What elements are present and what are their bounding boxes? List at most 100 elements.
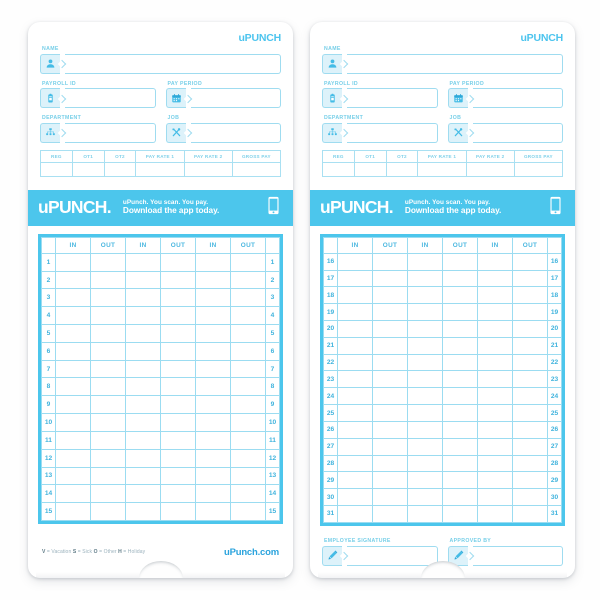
punch-cell[interactable] <box>55 430 91 450</box>
punch-cell[interactable] <box>230 288 266 308</box>
punch-cell[interactable] <box>337 303 373 322</box>
punch-cell[interactable] <box>407 488 443 506</box>
punch-cell[interactable] <box>337 320 373 338</box>
punch-cell[interactable] <box>407 320 443 338</box>
punch-cell[interactable] <box>442 488 478 506</box>
punch-cell[interactable] <box>407 303 443 322</box>
punch-cell[interactable] <box>160 377 196 397</box>
punch-cell[interactable] <box>442 269 478 288</box>
punch-cell[interactable] <box>477 252 513 271</box>
payroll-id-input-back[interactable] <box>347 88 438 108</box>
payroll-id-input[interactable] <box>65 88 156 108</box>
pay-summary-cell[interactable] <box>465 161 515 177</box>
punch-cell[interactable] <box>512 336 548 355</box>
punch-cell[interactable] <box>55 270 91 290</box>
punch-cell[interactable] <box>125 413 161 432</box>
pay-summary-cell[interactable] <box>417 161 467 177</box>
punch-cell[interactable] <box>230 466 266 486</box>
punch-cell[interactable] <box>337 488 373 506</box>
pay-summary-cell[interactable] <box>103 161 137 177</box>
punch-cell[interactable] <box>337 336 373 355</box>
punch-cell[interactable] <box>477 471 513 490</box>
punch-cell[interactable] <box>442 286 478 305</box>
punch-cell[interactable] <box>477 420 513 439</box>
punch-cell[interactable] <box>195 324 231 343</box>
punch-cell[interactable] <box>442 370 478 389</box>
punch-cell[interactable] <box>372 404 408 422</box>
punch-cell[interactable] <box>195 448 231 468</box>
punch-cell[interactable] <box>512 454 548 473</box>
punch-cell[interactable] <box>90 395 126 415</box>
punch-cell[interactable] <box>230 359 266 379</box>
punch-cell[interactable] <box>407 454 443 473</box>
punch-cell[interactable] <box>512 320 548 338</box>
punch-cell[interactable] <box>372 286 408 305</box>
punch-cell[interactable] <box>195 341 231 361</box>
punch-cell[interactable] <box>55 413 91 432</box>
punch-cell[interactable] <box>125 306 161 326</box>
punch-cell[interactable] <box>477 353 513 372</box>
punch-cell[interactable] <box>477 504 513 524</box>
punch-cell[interactable] <box>55 341 91 361</box>
pay-summary-cell[interactable] <box>353 161 387 177</box>
punch-cell[interactable] <box>90 359 126 379</box>
punch-cell[interactable] <box>407 471 443 490</box>
punch-cell[interactable] <box>337 387 373 406</box>
punch-cell[interactable] <box>477 286 513 305</box>
pay-summary-cell[interactable] <box>322 161 355 177</box>
punch-cell[interactable] <box>372 370 408 389</box>
punch-cell[interactable] <box>230 395 266 415</box>
punch-cell[interactable] <box>337 504 373 524</box>
punch-cell[interactable] <box>372 336 408 355</box>
pay-summary-cell[interactable] <box>71 161 105 177</box>
pay-summary-cell[interactable] <box>135 161 185 177</box>
punch-cell[interactable] <box>90 341 126 361</box>
punch-cell[interactable] <box>230 324 266 343</box>
punch-cell[interactable] <box>337 437 373 456</box>
punch-cell[interactable] <box>442 252 478 271</box>
punch-cell[interactable] <box>90 252 126 272</box>
punch-cell[interactable] <box>442 404 478 422</box>
punch-cell[interactable] <box>160 341 196 361</box>
punch-cell[interactable] <box>55 395 91 415</box>
punch-cell[interactable] <box>372 353 408 372</box>
punch-cell[interactable] <box>195 288 231 308</box>
punch-cell[interactable] <box>160 395 196 415</box>
punch-cell[interactable] <box>55 466 91 486</box>
pay-summary-cell[interactable] <box>385 161 419 177</box>
punch-cell[interactable] <box>230 502 266 521</box>
punch-cell[interactable] <box>90 484 126 504</box>
punch-cell[interactable] <box>160 324 196 343</box>
punch-cell[interactable] <box>160 288 196 308</box>
punch-cell[interactable] <box>407 404 443 422</box>
punch-cell[interactable] <box>477 336 513 355</box>
punch-cell[interactable] <box>160 252 196 272</box>
punch-cell[interactable] <box>90 413 126 432</box>
punch-cell[interactable] <box>337 404 373 422</box>
punch-cell[interactable] <box>442 471 478 490</box>
punch-cell[interactable] <box>477 387 513 406</box>
punch-cell[interactable] <box>90 466 126 486</box>
punch-cell[interactable] <box>477 303 513 322</box>
punch-cell[interactable] <box>195 466 231 486</box>
punch-cell[interactable] <box>407 504 443 524</box>
punch-cell[interactable] <box>195 359 231 379</box>
punch-cell[interactable] <box>372 437 408 456</box>
punch-cell[interactable] <box>372 269 408 288</box>
punch-cell[interactable] <box>442 320 478 338</box>
punch-cell[interactable] <box>442 387 478 406</box>
punch-cell[interactable] <box>512 420 548 439</box>
punch-cell[interactable] <box>125 448 161 468</box>
punch-cell[interactable] <box>477 454 513 473</box>
punch-cell[interactable] <box>160 413 196 432</box>
punch-cell[interactable] <box>372 303 408 322</box>
punch-cell[interactable] <box>125 252 161 272</box>
punch-cell[interactable] <box>195 270 231 290</box>
punch-cell[interactable] <box>337 269 373 288</box>
punch-cell[interactable] <box>442 336 478 355</box>
punch-cell[interactable] <box>337 471 373 490</box>
pay-period-input-back[interactable] <box>472 88 563 108</box>
punch-cell[interactable] <box>407 420 443 439</box>
punch-cell[interactable] <box>407 269 443 288</box>
punch-cell[interactable] <box>125 288 161 308</box>
